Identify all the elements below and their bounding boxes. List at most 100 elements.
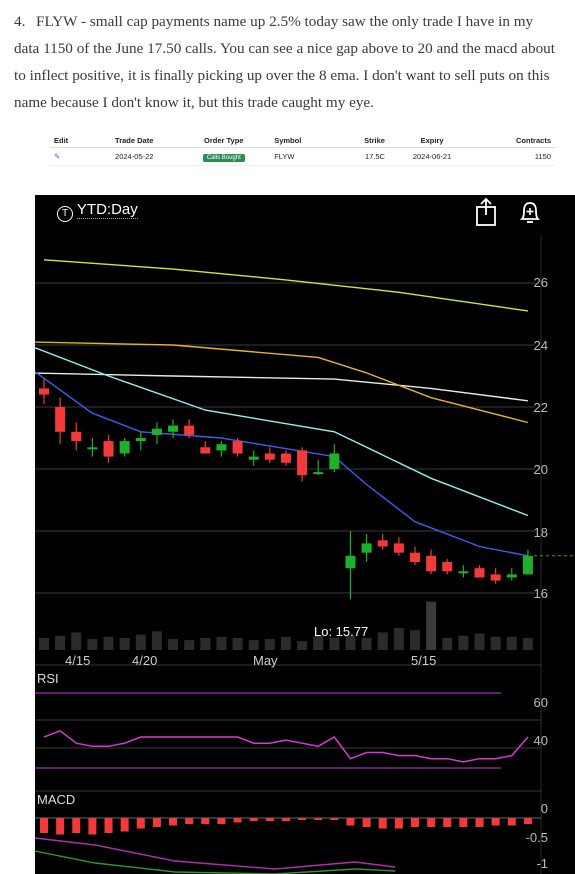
volume-bar [71,632,82,650]
candle-body [313,472,324,475]
volume-bar [361,637,372,650]
col-contracts: Contracts [475,134,555,148]
volume-bar [39,637,49,650]
macd-histogram-bar [136,818,145,829]
volume-bar [248,640,259,650]
volume-bar [474,633,485,650]
macd-histogram-bar [56,818,65,835]
ema-line-gold [35,341,529,424]
macd-histogram-bar [40,818,48,833]
candle-body [248,456,259,460]
rsi-tick-label: 40 [533,733,548,748]
list-number: 4. [14,13,26,30]
macd-histogram-bar [427,818,436,827]
rsi-line [43,729,529,763]
macd-histogram-bar [378,818,387,829]
x-tick-label: 4/20 [132,653,158,668]
timeframe-selector[interactable]: T YTD:Day [57,201,138,222]
y-tick-label: 22 [533,400,548,415]
x-tick-label: 4/15 [65,653,91,668]
y-tick-label: 24 [533,338,548,353]
rsi-tick-label: 60 [533,695,548,710]
expiry-cell: 2024-06-21 [388,147,476,166]
candle-body [71,431,82,442]
macd-tick-label: 0 [540,801,548,816]
volume-bar [345,635,356,650]
macd-histogram-bar [169,818,178,826]
macd-histogram-bar [104,818,113,833]
macd-histogram-bar [217,818,226,824]
macd-histogram-bar [459,818,468,827]
post-paragraph: 4. FLYW - small cap payments name up 2.5%… [14,8,562,116]
x-tick-label: 5/15 [411,653,437,668]
macd-histogram-bar [443,818,452,827]
candle-body [393,543,404,553]
order-type-badge: Calls Bought [202,154,245,162]
candle-body [216,444,227,451]
strike-cell: 17.5C [335,147,389,166]
ema-line-lime [43,259,528,312]
macd-line [35,837,396,870]
candle-body [200,447,211,454]
macd-histogram-bar [120,818,129,832]
table-header-row: Edit Trade Date Order Type Symbol Strike… [50,134,555,148]
ema-line-white [35,372,528,402]
bell-plus-icon[interactable] [517,197,543,227]
y-tick-label: 18 [533,525,548,540]
chart-canvas[interactable] [35,195,575,874]
candle-body [151,428,162,435]
volume-bar [232,637,243,650]
macd-histogram-bar [507,818,516,826]
pencil-icon[interactable]: ✎ [54,152,61,161]
volume-bar [426,601,437,650]
candle-body [361,543,372,553]
macd-histogram-bar [201,818,210,824]
candle-body [232,441,243,454]
macd-histogram-bar [362,818,371,827]
candle-body [522,555,533,575]
macd-histogram-bar [72,818,81,833]
candle-body [119,441,130,454]
low-annotation: Lo: 15.77 [314,624,369,639]
trade-date-cell: 2024-05-22 [91,147,178,166]
macd-histogram-bar [88,818,97,835]
macd-histogram-bar [152,818,161,827]
volume-bar [329,637,340,650]
volume-bar [200,637,211,650]
contracts-cell: 1150 [475,147,555,166]
timeframe-label: YTD:Day [76,201,138,219]
edit-cell[interactable]: ✎ [50,147,92,166]
table-row: ✎ 2024-05-22 Calls Bought FLYW 17.5C 202… [50,147,555,166]
volume-bar [297,641,308,650]
volume-bar [216,636,227,650]
y-tick-label: 20 [533,462,548,477]
macd-histogram-bar [346,818,355,826]
macd-histogram-bar [410,818,419,827]
volume-bar [264,639,275,650]
macd-histogram-bar [314,818,323,820]
volume-bar [55,635,66,650]
macd-histogram-bar [394,818,403,829]
col-strike: Strike [335,134,389,148]
macd-tick-label: -1 [536,856,548,871]
candle-body [280,453,291,463]
volume-bar [490,636,501,650]
macd-histogram-bar [249,818,258,821]
volume-bar [151,631,162,650]
volume-bar [103,636,114,650]
candle-body [87,447,98,450]
macd-histogram-bar [233,818,242,823]
macd-histogram-bar [298,818,307,820]
clock-icon: T [57,206,73,222]
volume-bar [442,637,453,650]
stock-chart[interactable]: T YTD:Day 26 24 22 20 18 16 Lo: 15.77 4/… [35,195,575,874]
candle-body [345,555,356,569]
volume-bar [280,636,291,650]
order-type-cell: Calls Bought [177,147,271,166]
candle-body [377,540,388,547]
candle-body [329,453,340,469]
trade-table: Edit Trade Date Order Type Symbol Strike… [50,134,555,166]
col-symbol: Symbol [270,134,336,148]
candle-body [39,388,49,395]
share-icon[interactable] [475,197,497,227]
